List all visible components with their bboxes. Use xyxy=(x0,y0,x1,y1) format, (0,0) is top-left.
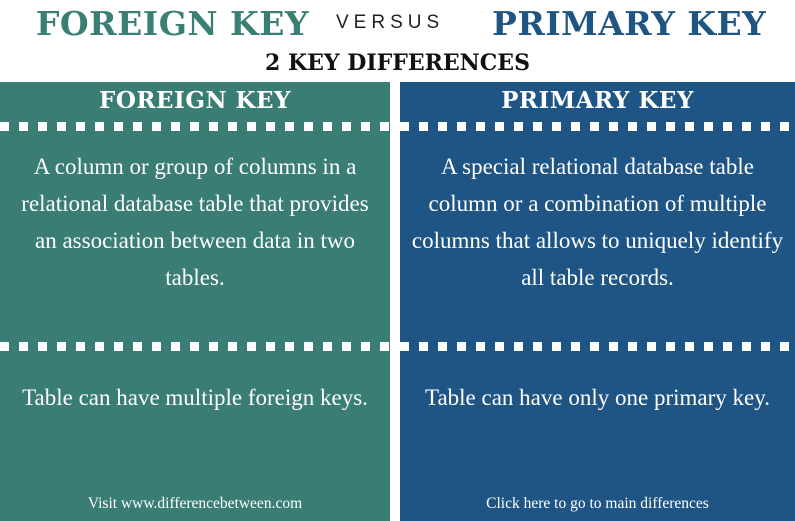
foreign-key-definition: A column or group of columns in a relati… xyxy=(21,154,369,290)
primary-key-definition: A special relational database table colu… xyxy=(411,154,784,290)
dotted-divider xyxy=(0,342,390,351)
primary-key-heading: PRIMARY KEY xyxy=(492,4,767,43)
versus-label: VERSUS xyxy=(336,12,445,33)
dotted-divider xyxy=(400,342,795,351)
page-subtitle: 2 KEY DIFFERENCES xyxy=(265,50,530,76)
primary-key-column-title: PRIMARY KEY xyxy=(501,87,694,114)
dotted-divider xyxy=(400,122,795,131)
primary-key-column: PRIMARY KEY A special relational databas… xyxy=(400,82,795,521)
foreign-key-quantity: Table can have multiple foreign keys. xyxy=(22,385,368,410)
foreign-key-heading: FOREIGN KEY xyxy=(36,4,309,43)
visit-site-link[interactable]: Visit www.differencebetween.com xyxy=(87,495,303,512)
foreign-key-column-title: FOREIGN KEY xyxy=(99,87,291,114)
dotted-divider xyxy=(0,122,390,131)
main-differences-link[interactable]: Click here to go to main differences xyxy=(486,495,709,512)
foreign-key-column: FOREIGN KEY A column or group of columns… xyxy=(0,82,390,521)
primary-key-quantity: Table can have only one primary key. xyxy=(425,385,770,410)
